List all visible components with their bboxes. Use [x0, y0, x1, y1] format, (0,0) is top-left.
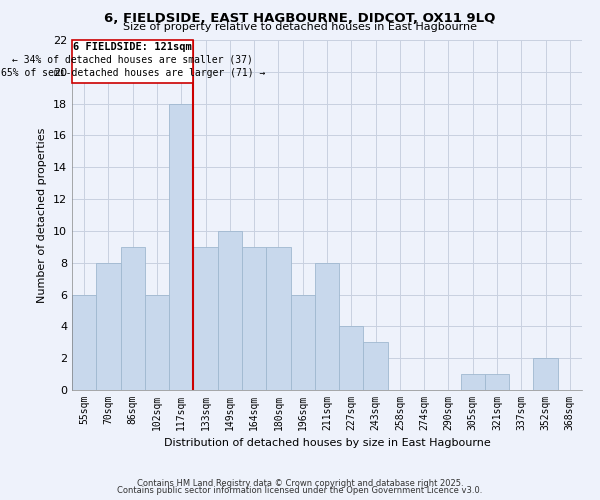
Text: 65% of semi-detached houses are larger (71) →: 65% of semi-detached houses are larger (… — [1, 68, 265, 78]
Bar — [193, 247, 218, 390]
X-axis label: Distribution of detached houses by size in East Hagbourne: Distribution of detached houses by size … — [164, 438, 490, 448]
Text: Contains public sector information licensed under the Open Government Licence v3: Contains public sector information licen… — [118, 486, 482, 495]
Bar — [315, 262, 339, 390]
Bar — [485, 374, 509, 390]
Bar — [72, 294, 96, 390]
Bar — [242, 247, 266, 390]
Y-axis label: Number of detached properties: Number of detached properties — [37, 128, 47, 302]
Bar — [72, 40, 193, 83]
Text: 6, FIELDSIDE, EAST HAGBOURNE, DIDCOT, OX11 9LQ: 6, FIELDSIDE, EAST HAGBOURNE, DIDCOT, OX… — [104, 12, 496, 26]
Bar — [145, 294, 169, 390]
Bar — [169, 104, 193, 390]
Bar — [266, 247, 290, 390]
Text: 6 FIELDSIDE: 121sqm: 6 FIELDSIDE: 121sqm — [73, 42, 192, 52]
Bar — [533, 358, 558, 390]
Bar — [121, 247, 145, 390]
Bar — [290, 294, 315, 390]
Bar — [461, 374, 485, 390]
Bar — [339, 326, 364, 390]
Bar — [218, 231, 242, 390]
Bar — [364, 342, 388, 390]
Text: Contains HM Land Registry data © Crown copyright and database right 2025.: Contains HM Land Registry data © Crown c… — [137, 478, 463, 488]
Text: Size of property relative to detached houses in East Hagbourne: Size of property relative to detached ho… — [123, 22, 477, 32]
Bar — [96, 262, 121, 390]
Text: ← 34% of detached houses are smaller (37): ← 34% of detached houses are smaller (37… — [12, 55, 253, 65]
